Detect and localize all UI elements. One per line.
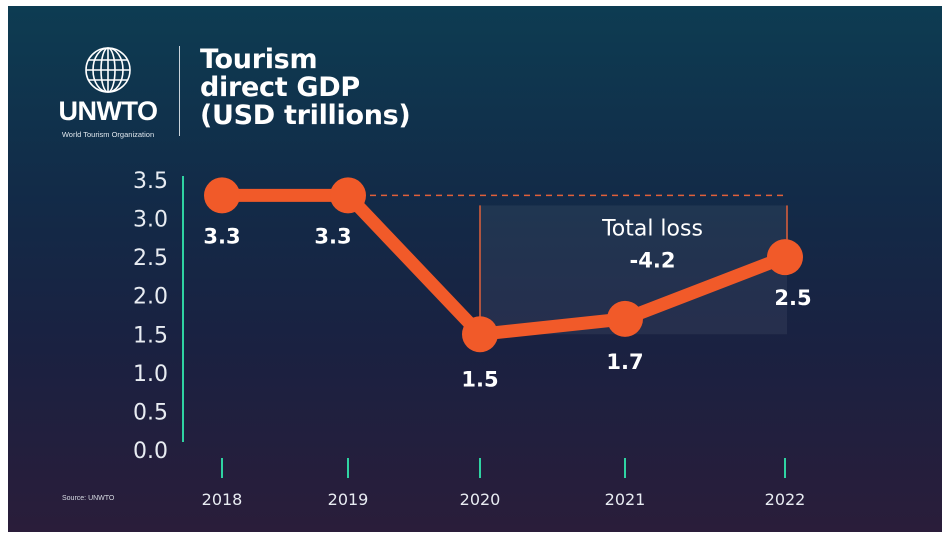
data-point bbox=[330, 177, 366, 214]
globe-icon bbox=[85, 47, 131, 93]
y-tick-label: 3.0 bbox=[133, 208, 168, 233]
y-tick-label: 1.0 bbox=[133, 362, 168, 387]
x-tick-label: 2022 bbox=[765, 490, 806, 509]
unwto-logo: UNWTO World Tourism Organization bbox=[48, 44, 168, 144]
chart-title-line: direct GDP bbox=[200, 72, 360, 103]
infographic-frame: UNWTO World Tourism Organization Tourism… bbox=[8, 6, 942, 532]
x-tick-label: 2020 bbox=[460, 490, 501, 509]
logo-divider bbox=[179, 46, 180, 136]
y-tick-label: 0.0 bbox=[133, 439, 168, 464]
data-label: 2.5 bbox=[774, 286, 811, 310]
y-tick-label: 2.5 bbox=[133, 246, 168, 271]
y-tick-label: 1.5 bbox=[133, 323, 168, 348]
data-label: 3.3 bbox=[314, 224, 351, 248]
y-tick-label: 0.5 bbox=[133, 400, 168, 425]
x-tick-label: 2019 bbox=[328, 490, 369, 509]
total-loss-label: Total loss bbox=[601, 216, 703, 241]
total-loss-value: -4.2 bbox=[630, 248, 676, 272]
logo-subtitle: World Tourism Organization bbox=[61, 130, 155, 139]
data-point bbox=[204, 177, 240, 214]
x-tick-label: 2021 bbox=[605, 490, 646, 509]
source-note: Source: UNWTO bbox=[62, 495, 115, 502]
data-point bbox=[767, 239, 803, 276]
logo-wordmark: UNWTO bbox=[58, 96, 159, 126]
chart-title-line: (USD trillions) bbox=[200, 100, 411, 131]
y-tick-label: 3.5 bbox=[133, 169, 168, 194]
data-point bbox=[607, 300, 643, 337]
chart-title-line: Tourism bbox=[200, 44, 318, 75]
line-chart: 0.0 0.5 1.0 1.5 2.0 2.5 3.0 3.5 2018 2019 2020 2021… bbox=[133, 169, 812, 509]
data-label: 1.5 bbox=[461, 367, 498, 391]
data-point bbox=[462, 316, 498, 353]
x-tick-label: 2018 bbox=[202, 490, 243, 509]
y-tick-label: 2.0 bbox=[133, 285, 168, 310]
data-label: 1.7 bbox=[606, 350, 643, 374]
chart-title: Tourism direct GDP (USD trillions) bbox=[200, 46, 500, 130]
data-label: 3.3 bbox=[203, 224, 240, 248]
